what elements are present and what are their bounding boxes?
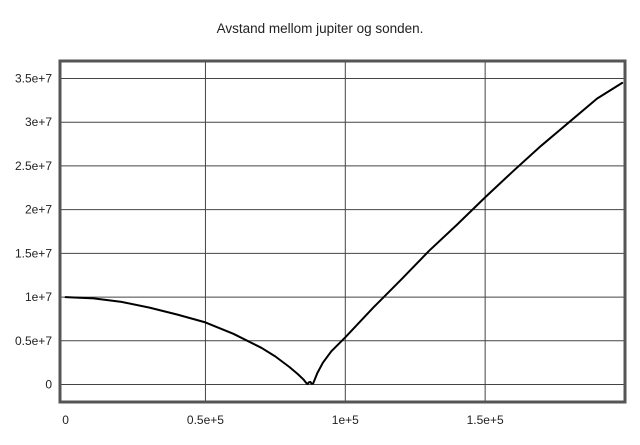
y-tick-label: 3.5e+7 bbox=[15, 71, 52, 85]
chart-title: Avstand mellom jupiter og sonden. bbox=[217, 21, 424, 36]
y-tick-label: 1e+7 bbox=[25, 290, 52, 304]
x-tick-label: 0.5e+5 bbox=[187, 413, 224, 427]
x-tick-label: 1e+5 bbox=[332, 413, 359, 427]
y-tick-label: 2.5e+7 bbox=[15, 159, 52, 173]
y-tick-label: 2e+7 bbox=[25, 203, 52, 217]
x-tick-label: 0 bbox=[62, 413, 69, 427]
series-layer bbox=[64, 81, 624, 386]
y-axis-ticks: 0 0.5e+7 1e+7 1.5e+7 2e+7 2.5e+7 3e+7 3.5e+7 bbox=[15, 71, 52, 391]
series-line bbox=[64, 81, 624, 386]
x-tick-label: 1.5e+5 bbox=[467, 413, 504, 427]
plot-frame bbox=[58, 59, 627, 404]
x-axis-ticks: 0 0.5e+5 1e+5 1.5e+5 bbox=[62, 413, 504, 427]
grid bbox=[60, 61, 625, 402]
y-tick-label: 0.5e+7 bbox=[15, 334, 52, 348]
y-tick-label: 3e+7 bbox=[25, 115, 52, 129]
y-tick-label: 1.5e+7 bbox=[15, 246, 52, 260]
y-tick-label: 0 bbox=[45, 378, 52, 392]
